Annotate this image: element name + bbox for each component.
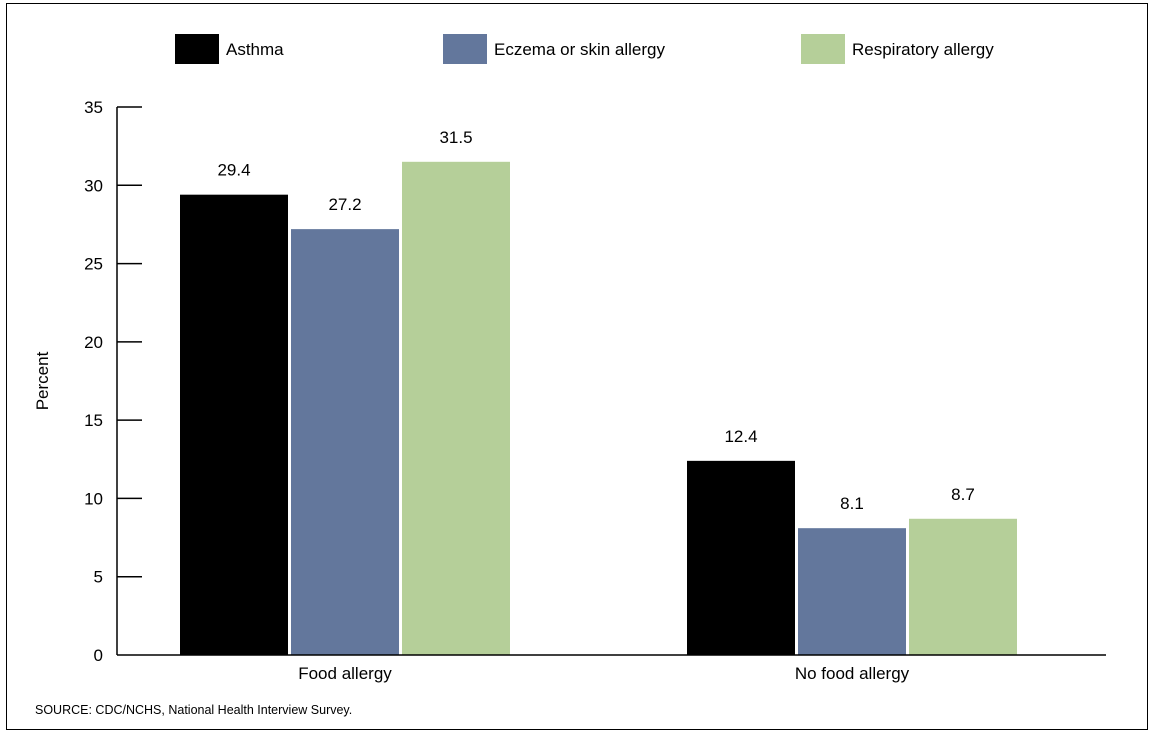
value-labels: 29.4 27.2 31.5 12.4 8.1 8.7 — [217, 128, 974, 513]
y-tick-label-10: 10 — [84, 489, 103, 508]
bar-food-allergy-respiratory-allergy — [402, 161, 510, 656]
x-tick-label-food-allergy: Food allergy — [298, 664, 392, 683]
value-label-no-food-allergy-asthma: 12.4 — [724, 427, 757, 446]
legend-label-respiratory-allergy: Respiratory allergy — [852, 40, 994, 59]
y-axis: 0 5 10 15 20 25 30 35 — [84, 98, 142, 665]
bars — [180, 161, 1017, 656]
y-axis-label: Percent — [33, 351, 52, 410]
x-axis: Food allergy No food allergy — [117, 654, 1106, 683]
legend-label-eczema-or-skin-allergy: Eczema or skin allergy — [494, 40, 666, 59]
value-label-food-allergy-respiratory-allergy: 31.5 — [439, 128, 472, 147]
y-tick-label-15: 15 — [84, 411, 103, 430]
source-note: SOURCE: CDC/NCHS, National Health Interv… — [35, 703, 353, 717]
bar-no-food-allergy-asthma — [687, 460, 795, 655]
y-tick-label-25: 25 — [84, 255, 103, 274]
bar-no-food-allergy-eczema-or-skin-allergy — [798, 528, 906, 655]
bar-food-allergy-asthma — [180, 194, 288, 655]
legend-swatch-eczema-or-skin-allergy — [443, 34, 487, 64]
value-label-no-food-allergy-eczema-or-skin-allergy: 8.1 — [840, 494, 864, 513]
x-tick-label-no-food-allergy: No food allergy — [795, 664, 910, 683]
bar-food-allergy-eczema-or-skin-allergy — [291, 229, 399, 655]
value-label-no-food-allergy-respiratory-allergy: 8.7 — [951, 485, 975, 504]
y-tick-label-5: 5 — [94, 568, 103, 587]
value-label-food-allergy-asthma: 29.4 — [217, 161, 250, 180]
value-label-food-allergy-eczema-or-skin-allergy: 27.2 — [328, 195, 361, 214]
legend-swatch-respiratory-allergy — [801, 34, 845, 64]
legend-swatch-asthma — [175, 34, 219, 64]
legend-label-asthma: Asthma — [226, 40, 284, 59]
bar-no-food-allergy-respiratory-allergy — [909, 518, 1017, 655]
legend: Asthma Eczema or skin allergy Respiratory … — [175, 34, 994, 64]
y-tick-label-0: 0 — [94, 646, 103, 665]
y-tick-label-30: 30 — [84, 176, 103, 195]
y-tick-label-35: 35 — [84, 98, 103, 117]
y-tick-label-20: 20 — [84, 333, 103, 352]
